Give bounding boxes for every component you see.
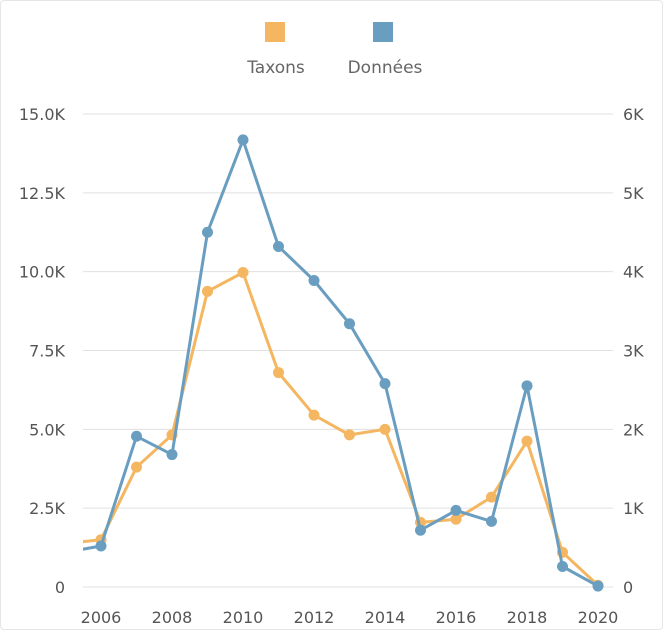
left-tick-label: 5.0K xyxy=(29,420,65,439)
x-tick-label: 2012 xyxy=(294,608,335,627)
data-point[interactable] xyxy=(344,429,355,441)
grid-lines xyxy=(83,113,613,588)
series-données xyxy=(83,134,604,592)
left-tick-label: 10.0K xyxy=(19,263,66,282)
series-taxons xyxy=(83,266,604,591)
data-point[interactable] xyxy=(131,461,142,473)
data-point[interactable] xyxy=(450,504,462,516)
data-point[interactable] xyxy=(557,561,568,573)
series-line xyxy=(83,138,599,588)
x-tick-label: 2018 xyxy=(507,608,548,627)
data-point[interactable] xyxy=(486,491,497,503)
data-point[interactable] xyxy=(95,540,107,552)
data-point[interactable] xyxy=(379,423,391,435)
data-point[interactable] xyxy=(592,580,604,592)
data-point[interactable] xyxy=(131,430,142,442)
data-point[interactable] xyxy=(202,285,213,297)
data-point[interactable] xyxy=(308,409,320,421)
data-point[interactable] xyxy=(521,435,533,447)
data-point[interactable] xyxy=(379,378,391,390)
data-point[interactable] xyxy=(273,240,284,252)
right-tick-label: 3K xyxy=(623,342,644,361)
right-axis: 0 1K 2K 3K 4K 5K 6K xyxy=(623,105,644,597)
right-tick-label: 4K xyxy=(623,263,644,282)
data-point[interactable] xyxy=(344,318,355,330)
right-tick-label: 6K xyxy=(623,105,644,124)
left-tick-label: 7.5K xyxy=(29,342,65,361)
legend-label: Données xyxy=(348,58,423,78)
x-tick-label: 2010 xyxy=(223,608,264,627)
x-tick-label: 2008 xyxy=(152,608,193,627)
right-tick-label: 1K xyxy=(623,499,644,518)
left-tick-label: 12.5K xyxy=(19,184,66,203)
legend-swatch xyxy=(265,22,285,42)
x-axis: 2006 2008 2010 2012 2014 2016 2018 2020 xyxy=(81,608,619,627)
legend-item[interactable]: Données xyxy=(348,22,423,78)
right-tick-label: 2K xyxy=(623,420,644,439)
data-point[interactable] xyxy=(486,515,497,527)
right-tick-label: 5K xyxy=(623,184,644,203)
data-point[interactable] xyxy=(308,274,320,286)
x-tick-label: 2020 xyxy=(578,608,619,627)
left-tick-label: 0 xyxy=(55,578,65,597)
data-point[interactable] xyxy=(237,134,249,146)
series-layer xyxy=(83,134,604,592)
data-point[interactable] xyxy=(237,266,249,278)
legend-label: Taxons xyxy=(246,58,305,78)
legend[interactable]: Taxons Données xyxy=(246,22,423,78)
data-point[interactable] xyxy=(202,226,213,238)
data-point[interactable] xyxy=(415,524,426,536)
x-tick-label: 2006 xyxy=(81,608,122,627)
data-point[interactable] xyxy=(166,449,178,461)
x-tick-label: 2014 xyxy=(365,608,406,627)
data-point[interactable] xyxy=(521,380,533,392)
left-tick-label: 15.0K xyxy=(19,105,66,124)
legend-swatch xyxy=(373,22,393,42)
left-tick-label: 2.5K xyxy=(29,499,65,518)
data-point[interactable] xyxy=(450,513,462,525)
legend-item[interactable]: Taxons xyxy=(246,22,305,78)
left-axis: 0 2.5K 5.0K 7.5K 10.0K 12.5K 15.0K xyxy=(19,105,66,597)
data-point[interactable] xyxy=(273,367,284,379)
right-tick-label: 0 xyxy=(623,578,633,597)
series-line xyxy=(83,271,600,587)
x-tick-label: 2016 xyxy=(436,608,477,627)
